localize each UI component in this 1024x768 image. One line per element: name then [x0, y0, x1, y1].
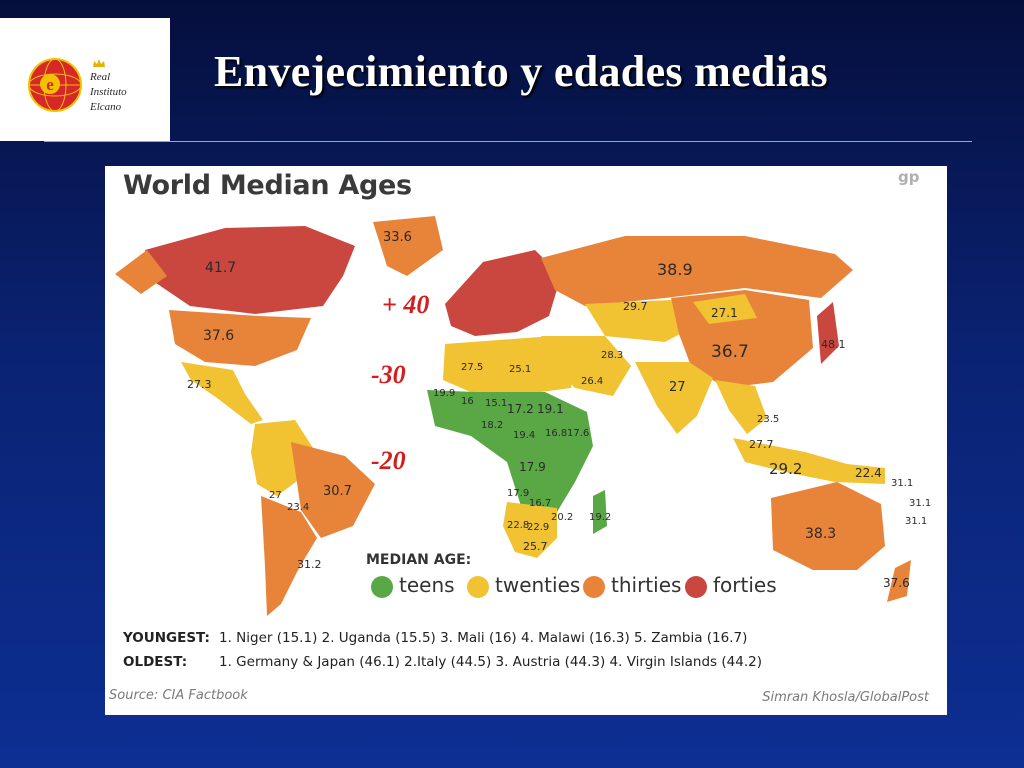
world-map — [115, 216, 911, 616]
map-value-label: 31.1 — [905, 516, 928, 527]
legend-label-thirties: thirties — [611, 573, 682, 597]
region-usa — [169, 310, 311, 366]
region-indonesia — [733, 438, 885, 484]
slide-title: Envejecimiento y edades medias — [214, 47, 828, 96]
map-value-label: 23.5 — [757, 414, 780, 425]
legend-label-twenties: twenties — [495, 573, 581, 597]
map-value-label: 29.2 — [769, 460, 803, 478]
region-india — [635, 362, 713, 434]
map-value-label: 25.7 — [523, 540, 548, 553]
map-value-label: 16.7 — [529, 498, 552, 509]
region-greenland — [373, 216, 443, 276]
region-canada — [145, 226, 355, 314]
map-value-label: 31.2 — [297, 558, 322, 571]
map-value-label: 27 — [269, 490, 282, 501]
crown-icon — [93, 59, 105, 67]
map-value-label: 31.1 — [909, 498, 932, 509]
map-value-label: 36.7 — [711, 342, 749, 362]
region-central-asia — [585, 300, 695, 342]
map-value-label: 18.2 — [481, 420, 504, 431]
title-divider — [44, 141, 972, 142]
map-value-label: 19.4 — [513, 430, 536, 441]
oldest-ranking: OLDEST: 1. Germany & Japan (46.1) 2.Italy… — [123, 654, 762, 670]
logo-box: e Real Instituto Elcano — [0, 18, 170, 141]
region-mexico-central-america — [181, 362, 263, 424]
region-north-africa — [443, 336, 575, 394]
map-value-label: 28.3 — [601, 350, 624, 361]
logo-line-1: Real — [90, 71, 111, 83]
legend-title: MEDIAN AGE: — [366, 552, 472, 568]
region-russia — [541, 236, 853, 306]
map-value-label: 37.6 — [203, 328, 235, 344]
map-value-label: 17.9 — [519, 460, 546, 474]
map-value-label: 27 — [669, 380, 686, 395]
region-mongolia — [693, 294, 757, 324]
map-value-label: 31.1 — [891, 478, 914, 489]
legend-swatch-thirties — [583, 576, 605, 598]
region-south-america-south — [261, 496, 317, 616]
region-australia — [771, 482, 885, 570]
map-value-label: 27.5 — [461, 362, 484, 373]
youngest-label: YOUNGEST: — [123, 630, 210, 646]
logo-line-2: Instituto — [90, 86, 127, 98]
youngest-list: 1. Niger (15.1) 2. Uganda (15.5) 3. Mali… — [219, 630, 748, 646]
source-credit: Source: CIA Factbook — [109, 688, 248, 703]
map-value-label: 20.2 — [551, 512, 574, 523]
map-value-label: 16 — [461, 396, 474, 407]
map-value-label: 26.4 — [581, 376, 604, 387]
map-value-label: 17.2 — [507, 402, 534, 416]
globalpost-mark: gp — [898, 168, 920, 186]
region-subsaharan-africa — [427, 390, 593, 526]
elcano-logo-icon: e — [28, 58, 82, 112]
legend-label-teens: teens — [399, 573, 455, 597]
region-southeast-asia — [715, 380, 767, 434]
map-value-label: 29.7 — [623, 300, 648, 313]
map-value-label: 27.3 — [187, 378, 212, 391]
region-japan — [817, 302, 839, 364]
map-value-label: 22.9 — [527, 522, 550, 533]
oldest-list: 1. Germany & Japan (46.1) 2.Italy (44.5)… — [219, 654, 762, 670]
region-southern-africa — [503, 502, 557, 558]
map-title: World Median Ages — [123, 170, 412, 201]
legend-label-forties: forties — [713, 573, 777, 597]
map-value-label: 19.1 — [537, 402, 564, 416]
map-value-label: 17.6 — [567, 428, 590, 439]
map-value-label: 30.7 — [323, 484, 352, 499]
logo-line-3: Elcano — [90, 101, 122, 113]
overlay-label-plus-40: + 40 — [382, 290, 430, 319]
map-value-label: 17.9 — [507, 488, 530, 499]
map-value-label: 19.9 — [433, 388, 456, 399]
region-new-zealand — [887, 560, 911, 602]
legend-swatch-teens — [371, 576, 393, 598]
overlay-label-minus-30: -30 — [371, 360, 406, 389]
map-value-label: 19.2 — [589, 512, 612, 523]
map-value-label: 27.7 — [749, 438, 774, 451]
map-value-label: 22.8 — [507, 520, 530, 531]
map-value-label: 22.4 — [855, 466, 882, 480]
region-madagascar — [593, 490, 607, 534]
legend-swatch-forties — [685, 576, 707, 598]
region-alaska — [115, 250, 167, 294]
map-value-label: 38.9 — [657, 260, 693, 279]
map-value-label: 16.8 — [545, 428, 568, 439]
oldest-label: OLDEST: — [123, 654, 188, 670]
logo-letter: e — [46, 75, 54, 94]
map-value-label: 27.1 — [711, 306, 738, 320]
map-panel: World Median Ages gp 41.7 33.6 38.9 37.6 29.… — [105, 166, 947, 715]
map-value-label: 41.7 — [205, 260, 237, 276]
youngest-ranking: YOUNGEST: 1. Niger (15.1) 2. Uganda (15.5… — [123, 630, 747, 646]
legend-swatch-twenties — [467, 576, 489, 598]
author-credit: Simran Khosla/GlobalPost — [762, 690, 929, 705]
map-value-label: 23.4 — [287, 502, 310, 513]
overlay-label-minus-20: -20 — [371, 446, 406, 475]
map-value-label: 25.1 — [509, 364, 532, 375]
map-value-label: 15.1 — [485, 398, 508, 409]
logo-text: Real Instituto Elcano — [90, 70, 168, 115]
region-brazil — [291, 442, 375, 538]
map-value-label: 33.6 — [383, 230, 412, 245]
map-value-label: 48.1 — [821, 338, 846, 351]
map-value-label: 38.3 — [805, 526, 837, 542]
region-europe — [445, 250, 561, 336]
map-value-label: 37.6 — [883, 576, 910, 590]
